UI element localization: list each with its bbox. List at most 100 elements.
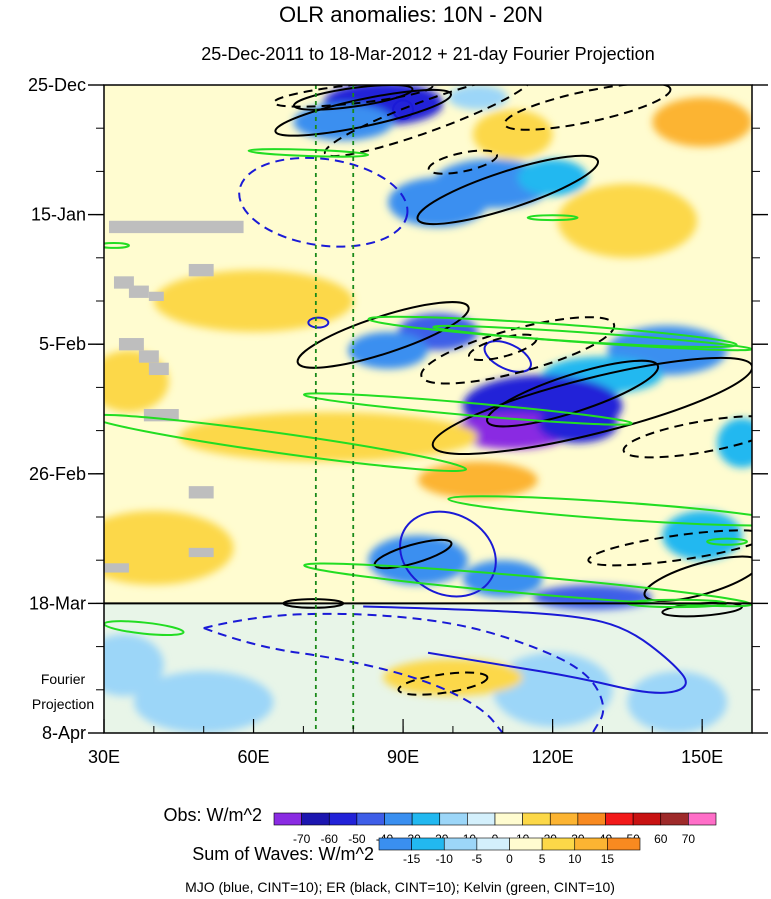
er-contour-14	[503, 85, 672, 131]
mjo-contour-4	[238, 156, 409, 248]
missing-cell-4	[148, 291, 164, 301]
waves-colorbar-cell	[541, 837, 576, 851]
obs-colorbar-level: 60	[654, 832, 668, 846]
x-tick-label: 60E	[238, 747, 270, 767]
obs-patch-24	[472, 109, 553, 160]
missing-cell-7	[148, 362, 169, 376]
er-contour-23	[643, 555, 752, 602]
obs-patch-8	[348, 331, 428, 369]
obs-colorbar-cell	[632, 812, 662, 826]
er-contour-25	[397, 671, 489, 696]
chart-footer: MJO (blue, CINT=10); ER (black, CINT=10)…	[185, 879, 615, 895]
missing-cell-6	[138, 350, 159, 363]
missing-cell-2	[113, 276, 134, 289]
obs-colorbar-cell	[494, 812, 523, 826]
obs-patch-25	[557, 183, 698, 258]
obs-colorbar-cell	[411, 812, 441, 826]
obs-patch-30	[418, 461, 538, 499]
mjo-contour-5	[363, 605, 687, 694]
obs-patch-28	[104, 510, 234, 585]
waves-colorbar-cell	[476, 837, 510, 851]
plot-area	[104, 85, 752, 733]
chart-subtitle: 25-Dec-2011 to 18-Mar-2012 + 21-day Four…	[201, 44, 654, 64]
x-tick-label: 120E	[532, 747, 574, 767]
obs-colorbar-level: -60	[321, 832, 339, 846]
obs-patch-2	[293, 103, 394, 141]
obs-colorbar-cell	[301, 812, 330, 826]
obs-colorbar-cell	[605, 812, 634, 826]
waves-colorbar-label: Sum of Waves: W/m^2	[192, 844, 374, 864]
obs-colorbar-level: 70	[682, 832, 696, 846]
mjo-contour-3	[399, 510, 497, 598]
missing-cell-10	[188, 547, 214, 558]
waves-colorbar: -15 -10 -5 0 5 10 15	[378, 837, 641, 866]
y-tick-label: 25-Dec	[28, 75, 86, 95]
kelvin-contour-27	[247, 148, 370, 158]
kelvin-contour-33	[104, 413, 468, 473]
y-tick-label: 15-Jan	[31, 205, 86, 225]
er-contour-13	[416, 154, 600, 226]
obs-colorbar-level: -70	[293, 832, 311, 846]
obs-patch-3	[447, 85, 508, 110]
obs-colorbar-cell	[273, 812, 302, 826]
mjo-contour-6	[203, 612, 605, 733]
mjo-contour-1	[307, 316, 330, 329]
x-tick-label: 150E	[681, 747, 723, 767]
waves-colorbar-level: 15	[601, 852, 615, 866]
mjo-contour-0	[392, 99, 415, 120]
obs-patch-21	[492, 652, 613, 727]
obs-patch-23	[383, 658, 523, 696]
er-contour-22	[587, 529, 752, 567]
missing-cell-9	[188, 486, 214, 499]
obs-patch-26	[153, 270, 354, 332]
obs-colorbar-cell	[577, 812, 606, 826]
obs-colorbar: -70-60-50-40-30-20-10010203040506070	[273, 812, 717, 846]
kelvin-contour-28	[526, 214, 579, 222]
kelvin-contour-32	[303, 392, 633, 426]
y-tick-label: 18-Mar	[29, 593, 86, 613]
kelvin-contour-35	[303, 562, 752, 608]
waves-colorbar-cell	[607, 837, 641, 851]
obs-colorbar-cell	[356, 812, 385, 826]
missing-cell-5	[118, 338, 144, 351]
waves-colorbar-level: -15	[403, 852, 421, 866]
waves-colorbar-level: 10	[568, 852, 582, 866]
obs-colorbar-cell	[328, 812, 358, 826]
waves-colorbar-cell	[443, 837, 478, 851]
obs-patch-29	[652, 97, 752, 147]
kelvin-contour-29	[104, 241, 130, 249]
mjo-contour-2	[483, 340, 532, 373]
waves-colorbar-cell	[509, 837, 543, 851]
waves-colorbar-cell	[411, 837, 445, 851]
obs-colorbar-cell	[688, 812, 717, 826]
waves-colorbar-cell	[378, 837, 412, 851]
obs-colorbar-cell	[660, 812, 689, 826]
waves-colorbar-cell	[574, 837, 608, 851]
x-tick-label: 90E	[387, 747, 419, 767]
obs-colorbar-cell	[522, 812, 551, 826]
obs-colorbar-cell	[467, 812, 496, 826]
obs-patch-5	[388, 177, 488, 227]
kelvin-contour-34	[447, 495, 752, 527]
obs-patch-14	[368, 535, 468, 585]
obs-patch-22	[627, 671, 728, 733]
chart-title: OLR anomalies: 10N - 20N	[279, 2, 543, 27]
obs-colorbar-level: -50	[348, 832, 366, 846]
waves-colorbar-level: 5	[539, 852, 546, 866]
obs-colorbar-cell	[549, 812, 579, 826]
plot-frame	[103, 84, 753, 734]
obs-patch-19	[104, 634, 164, 696]
y-axis: 25-Dec 15-Jan 5-Feb 26-Feb 18-Mar 8-Apr	[28, 75, 768, 743]
obs-colorbar-label: Obs: W/m^2	[164, 805, 262, 825]
er-contour-18	[486, 359, 660, 428]
missing-cell-1	[188, 263, 214, 277]
kelvin-contour-38	[706, 537, 749, 546]
er-contour-12	[427, 149, 499, 175]
missing-cell-3	[128, 285, 149, 298]
reference-longitude-lines	[314, 85, 355, 733]
er-contour-11	[323, 85, 533, 158]
x-axis: 30E 60E 90E 120E 150E	[88, 719, 753, 767]
y-tick-label: 8-Apr	[42, 723, 86, 743]
obs-colorbar-cell	[439, 812, 468, 826]
